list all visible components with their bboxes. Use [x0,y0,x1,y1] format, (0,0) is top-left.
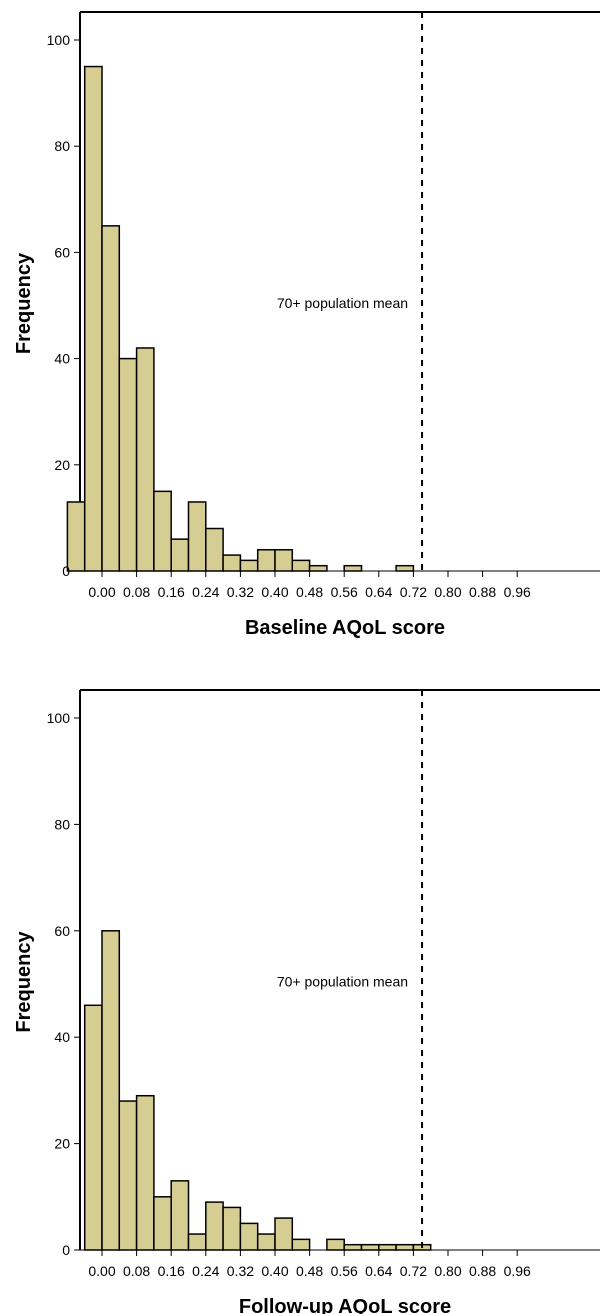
histogram-bar [118,357,138,572]
histogram-bar [395,564,415,572]
population-mean-label: 70+ population mean [277,295,408,311]
x-tick-label: 0.96 [504,1263,531,1279]
histogram-bar [343,564,363,572]
x-axis-title: Follow-up AQoL score [239,1296,451,1314]
x-tick-label: 0.40 [261,1263,288,1279]
histogram-bar [291,1238,311,1251]
histogram-bar [274,549,294,572]
histogram-bar [118,1100,138,1251]
histogram-bar [378,1243,397,1251]
histogram-bar [360,1243,380,1251]
x-tick-label: 0.56 [331,584,358,600]
chart-panel-2: 0 20 40 60 80 100 0.00 0.08 0.16 0.24 0.32 0.40 0.48… [13,689,600,1314]
histogram-bar [83,1004,103,1251]
x-tick-label: 0.08 [123,584,150,600]
histogram-bar [291,559,311,572]
histogram-bar [153,1196,172,1251]
x-tick-label: 0.24 [192,1263,219,1279]
x-tick-label: 0.40 [261,584,288,600]
x-tick-label: 0.72 [400,584,427,600]
histogram-bar [256,549,276,572]
x-tick-label: 0.16 [158,1263,185,1279]
y-tick-label: 0 [62,1242,70,1258]
x-tick-label: 0.80 [434,1263,461,1279]
histogram-bar [187,501,207,572]
x-tick-label: 0.08 [123,1263,150,1279]
y-tick-label: 0 [62,563,70,579]
histogram-bar [170,538,190,572]
x-tick-label: 0.32 [227,1263,254,1279]
histogram-bar [343,1243,363,1251]
x-tick-label: 0.00 [88,1263,115,1279]
histogram-bar [256,1233,276,1251]
x-tick-label: 0.64 [365,1263,392,1279]
x-tick-label: 0.32 [227,584,254,600]
y-tick-label: 40 [54,351,70,367]
histogram-bar [205,1201,224,1251]
x-tick-label: 0.72 [400,1263,427,1279]
y-tick-label: 100 [47,32,71,48]
y-tick-label: 100 [47,710,71,726]
x-tick-label: 0.48 [296,1263,323,1279]
histogram-bar [101,930,121,1251]
y-axis-title: Frequency [13,252,35,354]
histogram-bar [153,490,172,572]
x-tick-label: 0.56 [331,1263,358,1279]
y-axis-title: Frequency [13,931,35,1033]
histogram-bar [83,65,103,572]
histogram-bar [170,1180,190,1251]
y-tick-label: 40 [54,1029,70,1045]
x-tick-label: 0.16 [158,584,185,600]
chart-panel-1: 0 20 40 60 80 100 0.00 0.08 0.16 0.24 0.32 0.40 0.48… [13,11,600,639]
y-tick-label: 20 [54,1136,70,1152]
histogram-bar [187,1233,207,1251]
histogram-bar [326,1238,345,1251]
x-tick-label: 0.88 [469,584,496,600]
x-tick-label: 0.64 [365,584,392,600]
histogram-bar [135,1094,155,1251]
y-tick-label: 80 [54,138,70,154]
population-mean-label: 70+ population mean [277,974,408,990]
y-tick-label: 60 [54,923,70,939]
y-tick-label: 60 [54,244,70,260]
x-tick-label: 0.48 [296,584,323,600]
histogram-bar [308,564,328,572]
histogram-bar [239,1222,259,1251]
histogram-bar [135,347,155,572]
x-axis-title: Baseline AQoL score [245,617,445,639]
histogram-bar [205,527,224,572]
histogram-bar [222,554,242,572]
x-tick-label: 0.96 [504,584,531,600]
x-tick-label: 0.80 [434,584,461,600]
histogram-bar [239,559,259,572]
x-tick-label: 0.00 [88,584,115,600]
y-tick-label: 80 [54,816,70,832]
histogram-bar [66,501,86,572]
x-tick-label: 0.88 [469,1263,496,1279]
histogram-bar [274,1217,294,1251]
y-tick-label: 20 [54,457,70,473]
histogram-bar [395,1243,415,1251]
histogram-bar [222,1206,242,1251]
histogram-bar [101,225,121,572]
x-tick-label: 0.24 [192,584,219,600]
